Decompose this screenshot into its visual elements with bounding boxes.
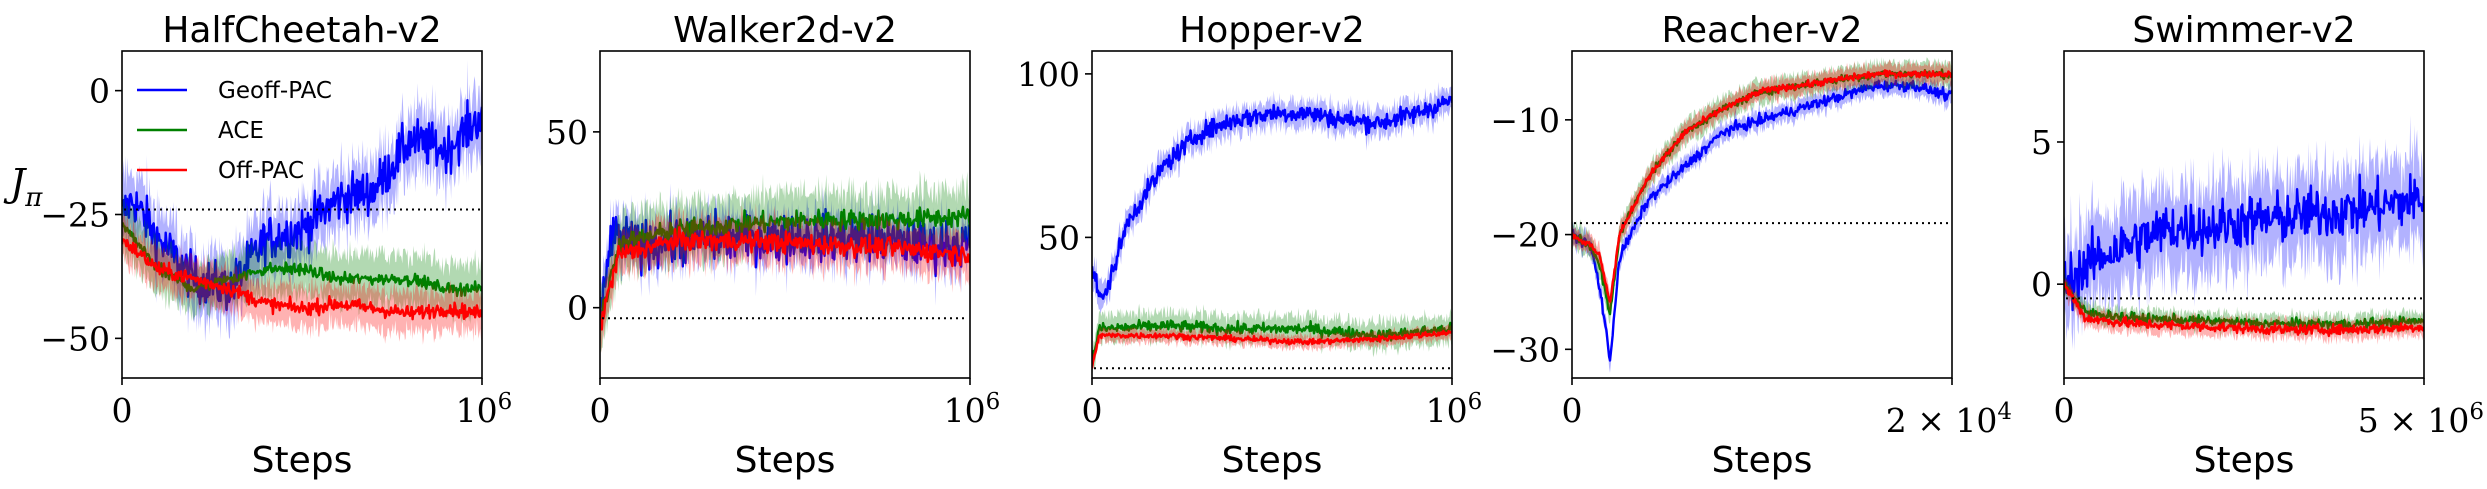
plot-area: [2064, 115, 2424, 352]
x-axis-label: Steps: [1712, 440, 1813, 481]
subplot-5: Swimmer-v2 Steps 5 0 0 5 × 106: [2031, 10, 2484, 481]
y-tick-label: 50: [1038, 218, 1080, 257]
legend-label: ACE: [218, 118, 264, 144]
y-tick-label: 0: [89, 72, 110, 111]
x-tick-label: 0: [1562, 391, 1583, 430]
series-band-off-pac: [1572, 59, 1952, 312]
y-tick-label: −50: [40, 319, 110, 358]
series-band-geoff-pac: [600, 183, 970, 340]
axes-frame: [599, 50, 971, 379]
series-line-ace: [600, 205, 970, 330]
subplot-3: Hopper-v2 Steps 100 50 0 106: [1017, 10, 1482, 481]
series-line-geoff-pac: [2064, 173, 2424, 312]
y-tick-label: 5: [2031, 123, 2052, 162]
x-tick-label: 0: [112, 391, 133, 430]
legend-label: Off-PAC: [218, 158, 304, 184]
x-tick-label: 106: [456, 389, 513, 430]
chart-title: Hopper-v2: [1179, 10, 1365, 51]
x-tick-label: 106: [1426, 389, 1483, 430]
plot-area: [122, 60, 482, 345]
series-line-off-pac: [1572, 69, 1952, 303]
y-axis-label: Jπ: [3, 161, 43, 213]
subplot-2: Walker2d-v2 Steps 50 0 0 106: [546, 10, 1000, 481]
series-line-off-pac: [600, 226, 970, 331]
plot-area: [600, 170, 970, 354]
y-tick-label: 100: [1017, 55, 1080, 94]
series-line-off-pac: [1092, 329, 1452, 369]
x-axis-label: Steps: [1222, 440, 1323, 481]
series-line-ace: [1092, 318, 1452, 365]
x-tick-label: 0: [2054, 391, 2075, 430]
x-tick-label: 0: [590, 391, 611, 430]
axes-frame: [1091, 50, 1453, 379]
x-tick-label: 0: [1082, 391, 1103, 430]
subplot-4: Reacher-v2 Steps −10 −20 −300 2 × 104: [1490, 10, 2012, 481]
axes-frame: [1571, 50, 1953, 379]
x-tick-label: 106: [944, 389, 1001, 430]
chart-title: Walker2d-v2: [673, 10, 897, 51]
x-axis-label: Steps: [252, 440, 353, 481]
series-line-off-pac: [2064, 280, 2424, 338]
y-tick-label: −30: [1490, 330, 1560, 369]
series-line-geoff-pac: [1092, 95, 1452, 300]
y-tick-label: −25: [40, 196, 110, 235]
legend: Geoff-PAC ACE Off-PAC: [137, 78, 332, 184]
series-band-geoff-pac: [122, 60, 482, 343]
series-band-ace: [122, 191, 482, 325]
x-axis-offset: 2 × 104: [1886, 399, 2012, 440]
x-axis-offset: 5 × 106: [2358, 399, 2484, 440]
series-band-ace: [1572, 56, 1952, 324]
chart-title: HalfCheetah-v2: [162, 10, 441, 51]
y-tick-label: 50: [546, 113, 588, 152]
y-tick-label: 0: [567, 289, 588, 328]
plot-area: [1092, 81, 1452, 377]
series-line-off-pac: [122, 238, 482, 321]
chart-title: Swimmer-v2: [2132, 10, 2355, 51]
axes-frame: [2063, 50, 2425, 379]
x-axis-label: Steps: [735, 440, 836, 481]
chart-title: Reacher-v2: [1661, 10, 1862, 51]
plot-area: [1572, 56, 1952, 373]
x-axis-label: Steps: [2194, 440, 2295, 481]
y-tick-label: −10: [1490, 101, 1560, 140]
y-tick-label: 0: [2031, 265, 2052, 304]
series-line-geoff-pac: [122, 99, 482, 312]
y-tick-label: −20: [1490, 216, 1560, 255]
legend-label: Geoff-PAC: [218, 78, 332, 104]
